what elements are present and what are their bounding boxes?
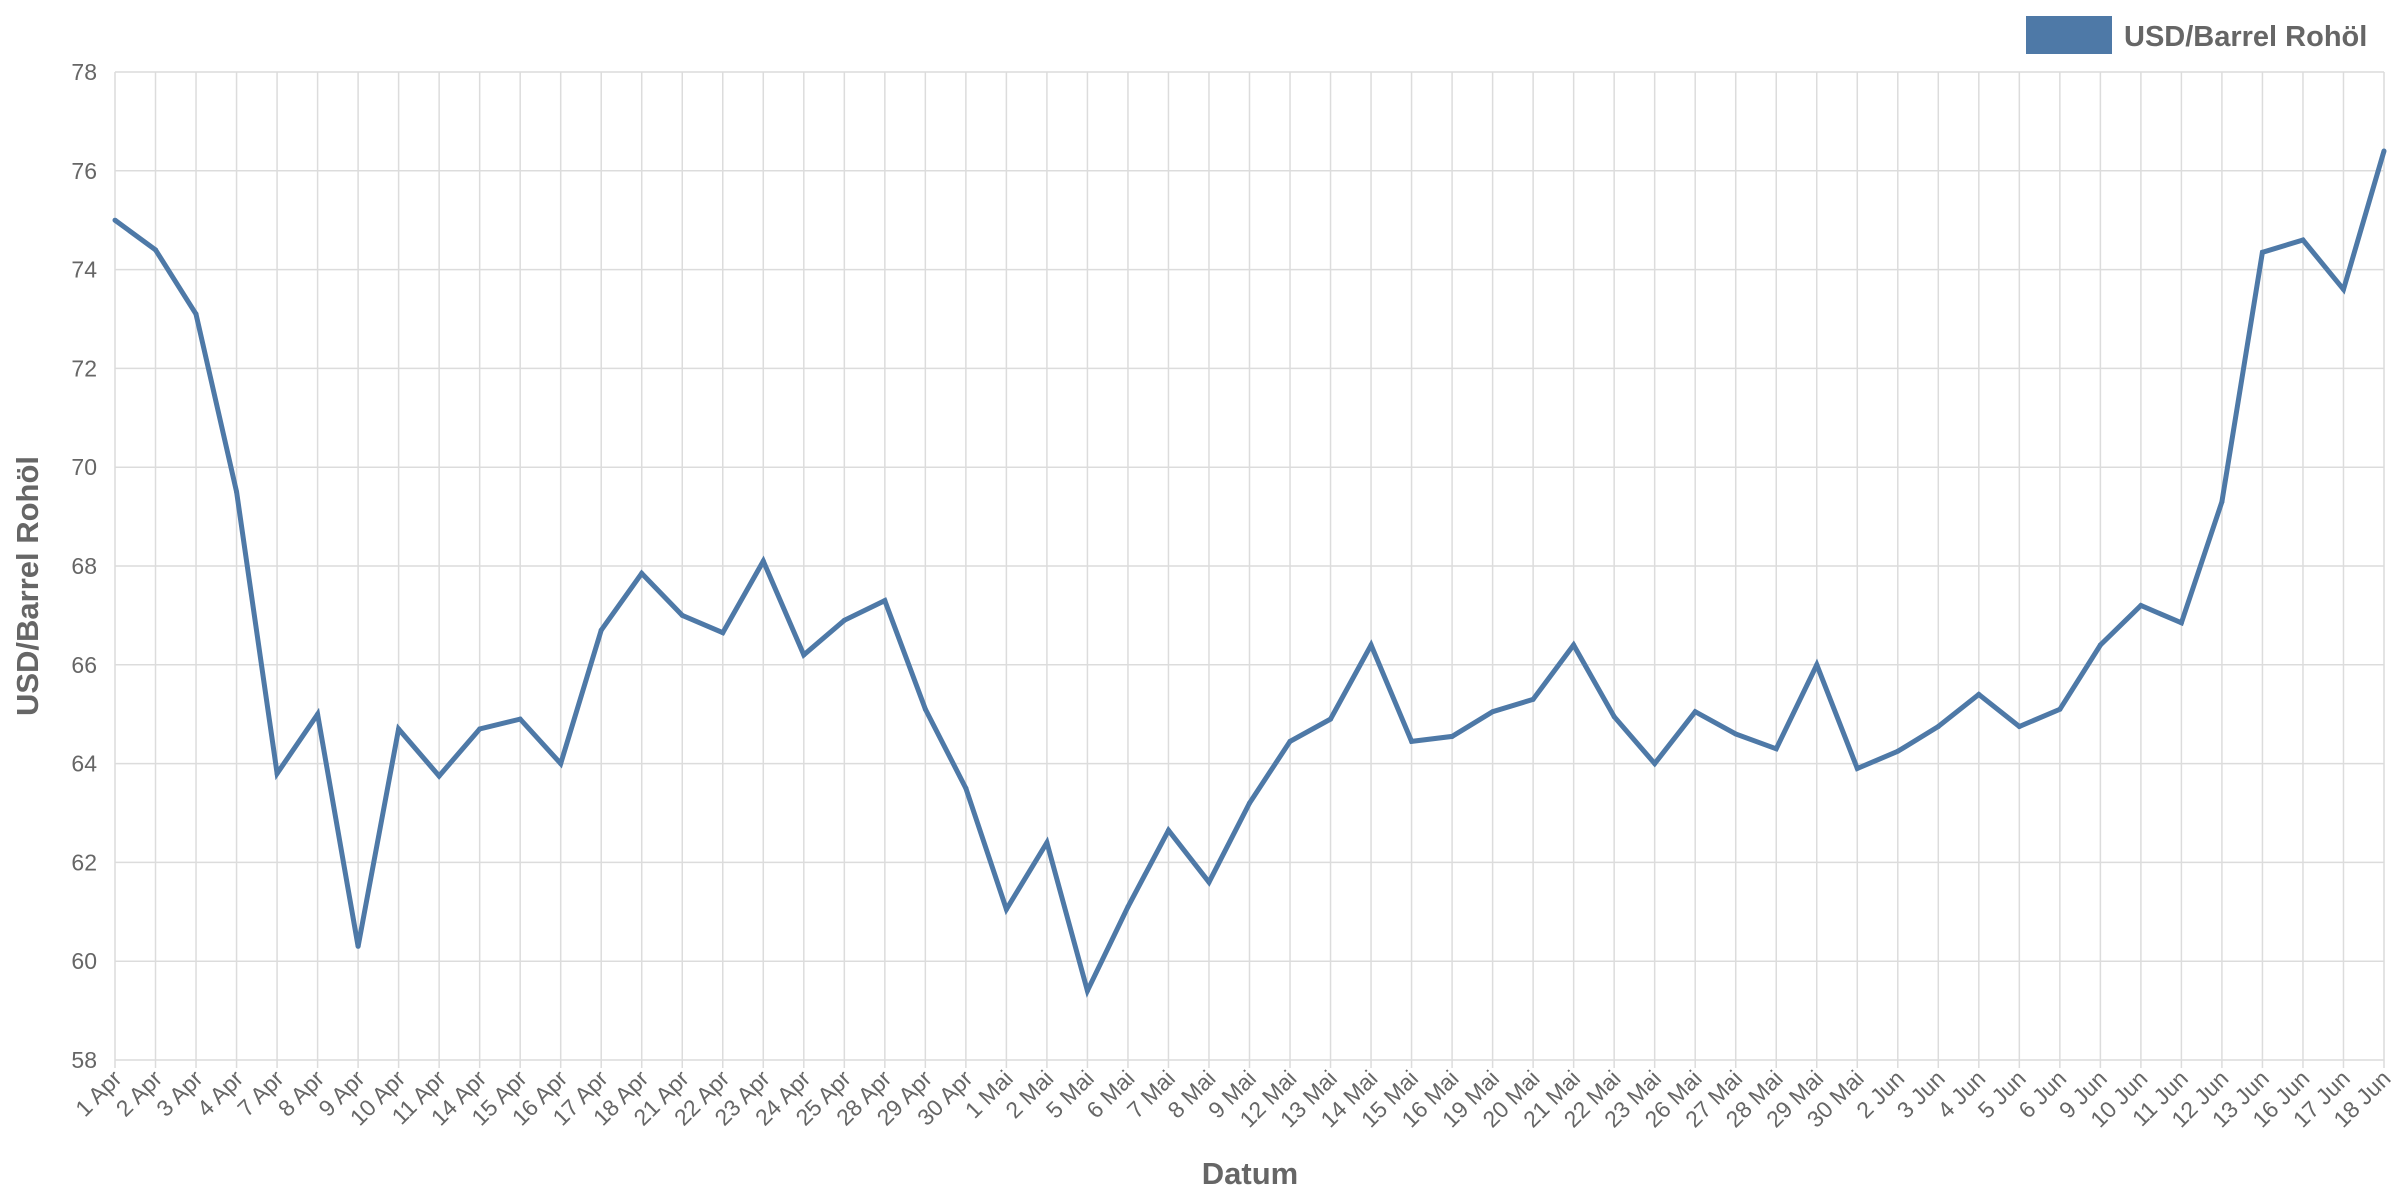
y-tick-label: 70 — [71, 454, 97, 480]
data-point — [2259, 249, 2265, 255]
x-tick-label: 2 Apr — [111, 1065, 168, 1122]
data-point — [1895, 748, 1901, 754]
data-point — [355, 943, 361, 949]
data-point — [1530, 696, 1536, 702]
data-point — [801, 652, 807, 658]
data-point — [963, 785, 969, 791]
data-point — [2219, 499, 2225, 505]
data-point — [1125, 904, 1131, 910]
data-point — [1935, 724, 1941, 730]
y-axis-title: USD/Barrel Rohöl — [10, 456, 45, 716]
y-tick-label: 60 — [71, 948, 97, 974]
data-point — [1247, 800, 1252, 806]
data-point — [2016, 724, 2022, 730]
y-tick-label: 78 — [71, 59, 97, 85]
data-point — [1368, 642, 1374, 648]
data-point — [153, 247, 159, 253]
y-tick-label: 64 — [71, 751, 97, 777]
data-point — [2340, 286, 2346, 292]
data-point — [1571, 642, 1577, 648]
data-point — [1409, 738, 1415, 744]
legend-swatch — [2026, 16, 2112, 54]
data-point — [1976, 691, 1982, 697]
data-point — [436, 773, 442, 779]
data-point — [1449, 733, 1455, 739]
data-point — [1733, 731, 1739, 737]
x-axis-title: Datum — [1202, 1156, 1298, 1191]
data-point — [841, 617, 847, 623]
gridlines — [114, 71, 2385, 1068]
data-point — [2138, 603, 2144, 609]
data-point — [1287, 738, 1293, 744]
x-tick-label: 8 Apr — [273, 1065, 330, 1122]
data-point — [1652, 761, 1658, 767]
data-point — [679, 612, 685, 618]
data-point — [315, 711, 321, 717]
data-point — [2381, 148, 2387, 154]
x-tick-label: 3 Apr — [151, 1065, 208, 1122]
data-point — [2057, 706, 2063, 712]
series-layer — [112, 148, 2387, 998]
y-tick-label: 62 — [71, 849, 97, 875]
y-axis-ticks: 58 60 62 64 66 68 70 72 74 76 78 — [71, 59, 97, 1073]
data-point — [234, 489, 240, 495]
data-point — [1206, 879, 1212, 885]
data-point — [1084, 988, 1090, 994]
data-point — [1490, 709, 1496, 715]
data-point — [639, 570, 645, 576]
data-point — [922, 706, 928, 712]
data-point — [517, 716, 523, 722]
data-point — [720, 630, 726, 636]
y-tick-label: 72 — [71, 355, 97, 381]
x-tick-label: 4 Apr — [192, 1065, 249, 1122]
data-point — [1003, 906, 1009, 912]
data-point — [598, 627, 604, 633]
data-point — [274, 770, 280, 776]
data-point — [1328, 716, 1334, 722]
data-point — [477, 726, 483, 732]
y-tick-label: 76 — [71, 158, 97, 184]
data-point — [1692, 709, 1698, 715]
data-point — [1814, 662, 1820, 668]
data-point — [2178, 620, 2184, 626]
data-point — [112, 217, 118, 223]
legend[interactable]: USD/Barrel Rohöl — [2026, 16, 2367, 54]
y-tick-label: 58 — [71, 1047, 97, 1073]
data-point — [1854, 766, 1860, 772]
data-point — [558, 761, 564, 767]
data-point — [396, 726, 402, 732]
data-point — [1044, 840, 1050, 846]
y-tick-label: 68 — [71, 553, 97, 579]
data-point — [1611, 714, 1617, 720]
data-point — [1165, 827, 1171, 833]
x-tick-label: 1 Apr — [70, 1065, 127, 1122]
data-point — [2097, 642, 2103, 648]
data-point — [193, 311, 199, 317]
data-point — [882, 598, 888, 604]
data-point — [2300, 237, 2306, 243]
y-tick-label: 74 — [71, 257, 97, 283]
data-point — [1773, 746, 1779, 752]
data-point — [760, 558, 766, 564]
legend-label: USD/Barrel Rohöl — [2124, 21, 2367, 53]
x-tick-label: 7 Apr — [232, 1065, 289, 1122]
y-tick-label: 66 — [71, 652, 97, 678]
